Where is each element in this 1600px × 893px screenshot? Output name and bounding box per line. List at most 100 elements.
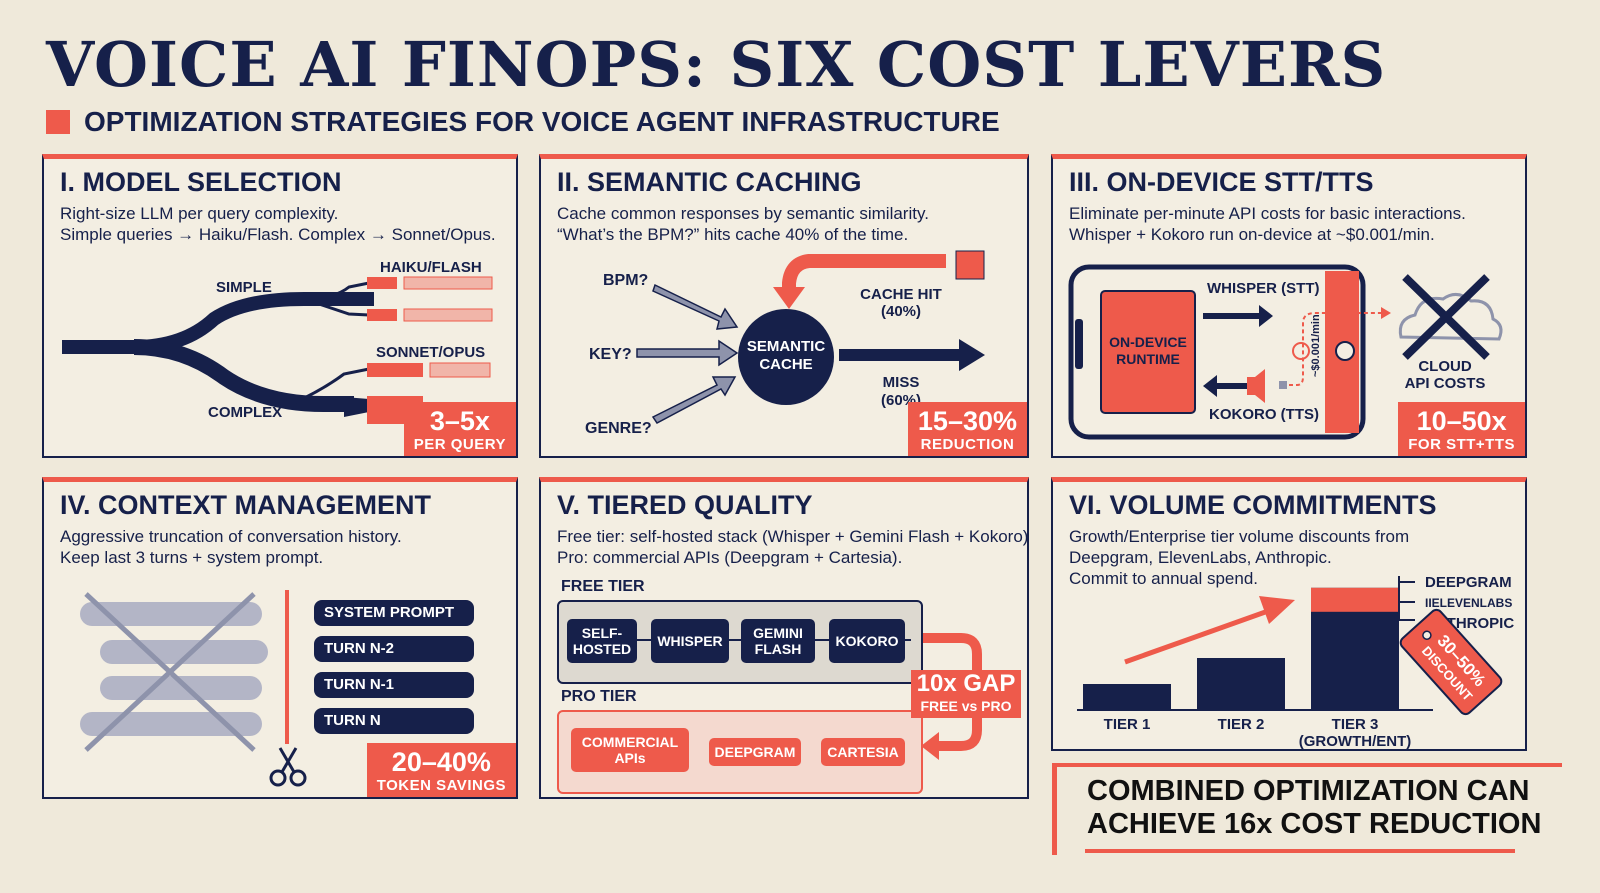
- card-volume-commitments: VI. VOLUME COMMITMENTS Growth/Enterprise…: [1051, 477, 1527, 751]
- tier-label: TIER 3: [1332, 716, 1379, 733]
- card-description: Growth/Enterprise tier volume discounts …: [1069, 526, 1409, 589]
- routing-diagram: SIMPLE COMPLEX HAIKU/FLASH SONNET/OPUS: [62, 259, 493, 424]
- cost-flow-line: [1289, 312, 1383, 386]
- free-tier-label: FREE TIER: [561, 578, 645, 595]
- combined-underline: [1085, 849, 1515, 853]
- vendor-legend: [1398, 576, 1415, 621]
- cache-store: [955, 250, 985, 280]
- branch-path: [293, 367, 370, 405]
- runtime-label: RUNTIME: [1116, 351, 1180, 367]
- context-diagram: [80, 590, 307, 787]
- truncated-turn: [80, 602, 262, 626]
- combined-text: COMBINED OPTIMIZATION CAN ACHIEVE 16x CO…: [1087, 775, 1541, 841]
- model-bar: [429, 362, 491, 378]
- pro-node: CARTESIA: [821, 738, 905, 766]
- card-description: Free tier: self-hosted stack (Whisper + …: [557, 526, 1029, 568]
- cross-icon: [1402, 274, 1490, 360]
- volume-chart: DEEPGRAM IIELEVENLABS ANTHROPIC 30–50% D…: [1077, 574, 1514, 750]
- model-bar: [403, 308, 493, 322]
- free-node-line: GEMINI: [753, 625, 803, 641]
- cache-hit-label: CACHE HIT: [860, 286, 942, 303]
- gap-arrowhead: [921, 732, 939, 760]
- scissors-icon: [269, 747, 307, 787]
- vendor-label: DEEPGRAM: [1425, 574, 1512, 591]
- card-title: V. TIERED QUALITY: [557, 490, 813, 520]
- tier-bar: [1197, 658, 1285, 710]
- card-description: Eliminate per-minute API costs for basic…: [1069, 203, 1466, 245]
- desc-line: Free tier: self-hosted stack (Whisper + …: [557, 527, 1029, 546]
- card-description: Aggressive truncation of conversation hi…: [60, 526, 402, 568]
- savings-badge: 10–50x FOR STT+TTS: [1398, 402, 1525, 456]
- caching-diagram: BPM? KEY? GENRE? SEMANTIC CACHE CACHE HI…: [585, 250, 985, 437]
- semantic-cache-node: [738, 309, 834, 405]
- cache-hit-arrowhead: [773, 287, 805, 309]
- card-tiered-quality: V. TIERED QUALITY Free tier: self-hosted…: [539, 477, 1029, 799]
- pro-node-line: APIs: [614, 750, 646, 766]
- desc-line: Whisper + Kokoro run on-device at ~$0.00…: [1069, 225, 1435, 244]
- card-description: Right-size LLM per query complexity. Sim…: [60, 203, 496, 245]
- desc-line: Eliminate per-minute API costs for basic…: [1069, 204, 1466, 223]
- free-node: WHISPER: [651, 619, 729, 663]
- badge-value: 15–30%: [917, 406, 1017, 436]
- kept-turn: TURN N: [314, 708, 474, 734]
- query-label-key: KEY?: [589, 346, 632, 363]
- pro-node-line: COMMERCIAL: [581, 734, 679, 750]
- card-title: II. SEMANTIC CACHING: [557, 167, 862, 197]
- coin-icon: [1292, 342, 1310, 360]
- page-subtitle: OPTIMIZATION STRATEGIES FOR VOICE AGENT …: [46, 106, 1000, 138]
- query-label-genre: GENRE?: [585, 420, 652, 437]
- growth-arrowhead: [1259, 596, 1295, 624]
- free-node-line: SELF-: [581, 625, 623, 641]
- card-title: I. MODEL SELECTION: [60, 167, 342, 197]
- growth-arrow: [1124, 607, 1272, 665]
- phone-button: [1335, 341, 1355, 361]
- badge-label: TOKEN SAVINGS: [376, 777, 506, 794]
- card-title: VI. VOLUME COMMITMENTS: [1069, 490, 1437, 520]
- free-node: SELF- HOSTED: [567, 619, 637, 663]
- desc-line: Growth/Enterprise tier volume discounts …: [1069, 527, 1410, 546]
- gap-value: 10x GAP: [916, 670, 1016, 697]
- free-node-line: HOSTED: [572, 641, 632, 657]
- phone-notch: [1075, 319, 1083, 369]
- pro-node: DEEPGRAM: [709, 738, 801, 766]
- card-title: III. ON-DEVICE STT/TTS: [1069, 167, 1374, 197]
- query-arrow: [651, 376, 737, 424]
- free-node: GEMINI FLASH: [741, 619, 815, 663]
- page-title: VOICE AI FINOPS: SIX COST LEVERS: [46, 28, 1387, 101]
- card-model-selection: I. MODEL SELECTION Right-size LLM per qu…: [42, 154, 518, 458]
- combined-callout: COMBINED OPTIMIZATION CAN ACHIEVE 16x CO…: [1052, 763, 1562, 855]
- badge-label: FOR STT+TTS: [1408, 436, 1515, 453]
- cloud-label: API COSTS: [1405, 375, 1486, 392]
- card-title: IV. CONTEXT MANAGEMENT: [60, 490, 432, 520]
- kept-turn: TURN N-2: [314, 636, 474, 662]
- vendor-label: IIELEVENLABS: [1425, 596, 1512, 610]
- free-node: KOKORO: [829, 619, 905, 663]
- cache-hit-label: (40%): [881, 303, 921, 320]
- subtitle-text: OPTIMIZATION STRATEGIES FOR VOICE AGENT …: [84, 106, 1000, 137]
- simple-label: SIMPLE: [216, 279, 272, 296]
- card-context-management: IV. CONTEXT MANAGEMENT Aggressive trunca…: [42, 477, 518, 799]
- kept-turn-list: SYSTEM PROMPT TURN N-2 TURN N-1 TURN N: [314, 600, 474, 744]
- complex-label: COMPLEX: [208, 404, 282, 421]
- tier-label: TIER 1: [1104, 716, 1151, 733]
- fast-model-label: HAIKU/FLASH: [380, 259, 482, 276]
- pro-tier-label: PRO TIER: [561, 688, 637, 705]
- savings-badge: 3–5x PER QUERY: [403, 402, 516, 456]
- gap-subtext: FREE vs PRO: [920, 698, 1012, 714]
- tier-bar-discount-segment: [1311, 587, 1399, 612]
- stt-label: WHISPER (STT): [1207, 280, 1320, 297]
- tts-label: KOKORO (TTS): [1209, 406, 1319, 423]
- desc-line: Commit to annual spend.: [1069, 569, 1258, 588]
- cache-hit-arrow: [782, 254, 946, 289]
- pro-node: COMMERCIAL APIs: [571, 728, 689, 772]
- branch-path: [303, 281, 370, 301]
- branch-path: [303, 297, 370, 317]
- savings-badge: 20–40% TOKEN SAVINGS: [366, 743, 516, 797]
- badge-value: 3–5x: [429, 406, 490, 436]
- cache-miss-arrow: [839, 339, 985, 371]
- stt-arrow: [1203, 305, 1273, 327]
- tier-label: (GROWTH/ENT): [1299, 733, 1411, 750]
- cache-node-label: SEMANTIC: [747, 338, 826, 355]
- model-bar: [367, 309, 397, 321]
- query-arrow: [652, 283, 739, 330]
